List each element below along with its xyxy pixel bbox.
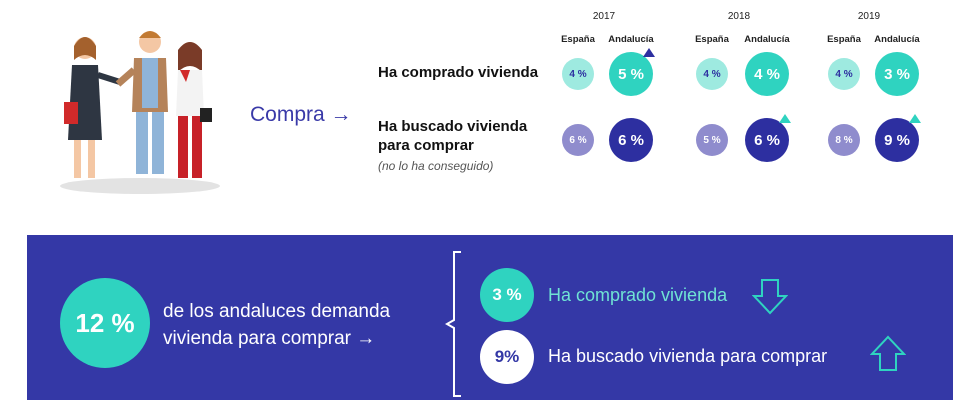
col-espana-2017: España xyxy=(561,34,595,45)
row-label-buscado-line1: Ha buscado vivienda xyxy=(378,118,528,135)
summary-value-comprado: 3 % xyxy=(492,285,522,304)
bubble-espana-r0-2018: 4 % xyxy=(696,58,728,90)
bubble-andalucia-r0-2019: 3 % xyxy=(875,52,919,96)
bubble-andalucia-r1-2018: 6 % xyxy=(745,118,789,162)
row-label-buscado-line2: para comprar xyxy=(378,137,474,154)
arrow-up-icon xyxy=(870,335,906,371)
bubble-andalucia-r0-2017: 5 % xyxy=(609,52,653,96)
col-espana-2019: España xyxy=(827,34,861,45)
row-note: (no lo ha conseguido) xyxy=(378,159,494,173)
compra-label: Compra → xyxy=(250,103,352,126)
bubble-andalucia-r0-2018: 4 % xyxy=(745,52,789,96)
bubble-espana-r1-2018: 5 % xyxy=(696,124,728,156)
col-andalucia-2018: Andalucía xyxy=(744,34,790,45)
col-espana-2018: España xyxy=(695,34,729,45)
col-andalucia-2019: Andalucía xyxy=(874,34,920,45)
trend-marker-r1-2019 xyxy=(909,114,921,123)
year-2019: 2019 xyxy=(857,11,881,22)
trend-marker-r1-2018 xyxy=(779,114,791,123)
bracket-divider xyxy=(445,251,461,397)
trend-marker-r0-2017 xyxy=(643,48,655,57)
summary-label-comprado: Ha comprado vivienda xyxy=(548,285,728,305)
total-demand-text-line1: de los andaluces demanda xyxy=(163,301,391,322)
total-demand-value: 12 % xyxy=(75,307,135,338)
bubble-andalucia-r1-2019: 9 % xyxy=(875,118,919,162)
year-2018: 2018 xyxy=(727,11,751,22)
summary-label-buscado: Ha buscado vivienda para comprar xyxy=(548,346,828,366)
summary-value-buscado: 9% xyxy=(494,347,520,366)
bubble-andalucia-r1-2017: 6 % xyxy=(609,118,653,162)
year-2017: 2017 xyxy=(592,11,616,22)
total-demand-text: de los andaluces demanda vivienda para c… xyxy=(163,298,390,352)
bubble-espana-r0-2017: 4 % xyxy=(562,58,594,90)
bubble-espana-r1-2019: 8 % xyxy=(828,124,860,156)
row-label-buscado: Ha buscado vivienda para comprar xyxy=(378,117,527,155)
summary-value-buscado-circle: 9% xyxy=(480,330,534,384)
summary-value-comprado-circle: 3 % xyxy=(480,268,534,322)
col-andalucia-2017: Andalucía xyxy=(608,34,654,45)
bubble-espana-r1-2017: 6 % xyxy=(562,124,594,156)
arrow-down-icon xyxy=(752,279,788,315)
row-label-comprado: Ha comprado vivienda xyxy=(378,64,539,81)
total-demand-text-line2: vivienda para comprar → xyxy=(163,328,376,349)
people-illustration xyxy=(60,31,220,194)
total-demand-circle: 12 % xyxy=(60,278,150,368)
bubble-espana-r0-2019: 4 % xyxy=(828,58,860,90)
